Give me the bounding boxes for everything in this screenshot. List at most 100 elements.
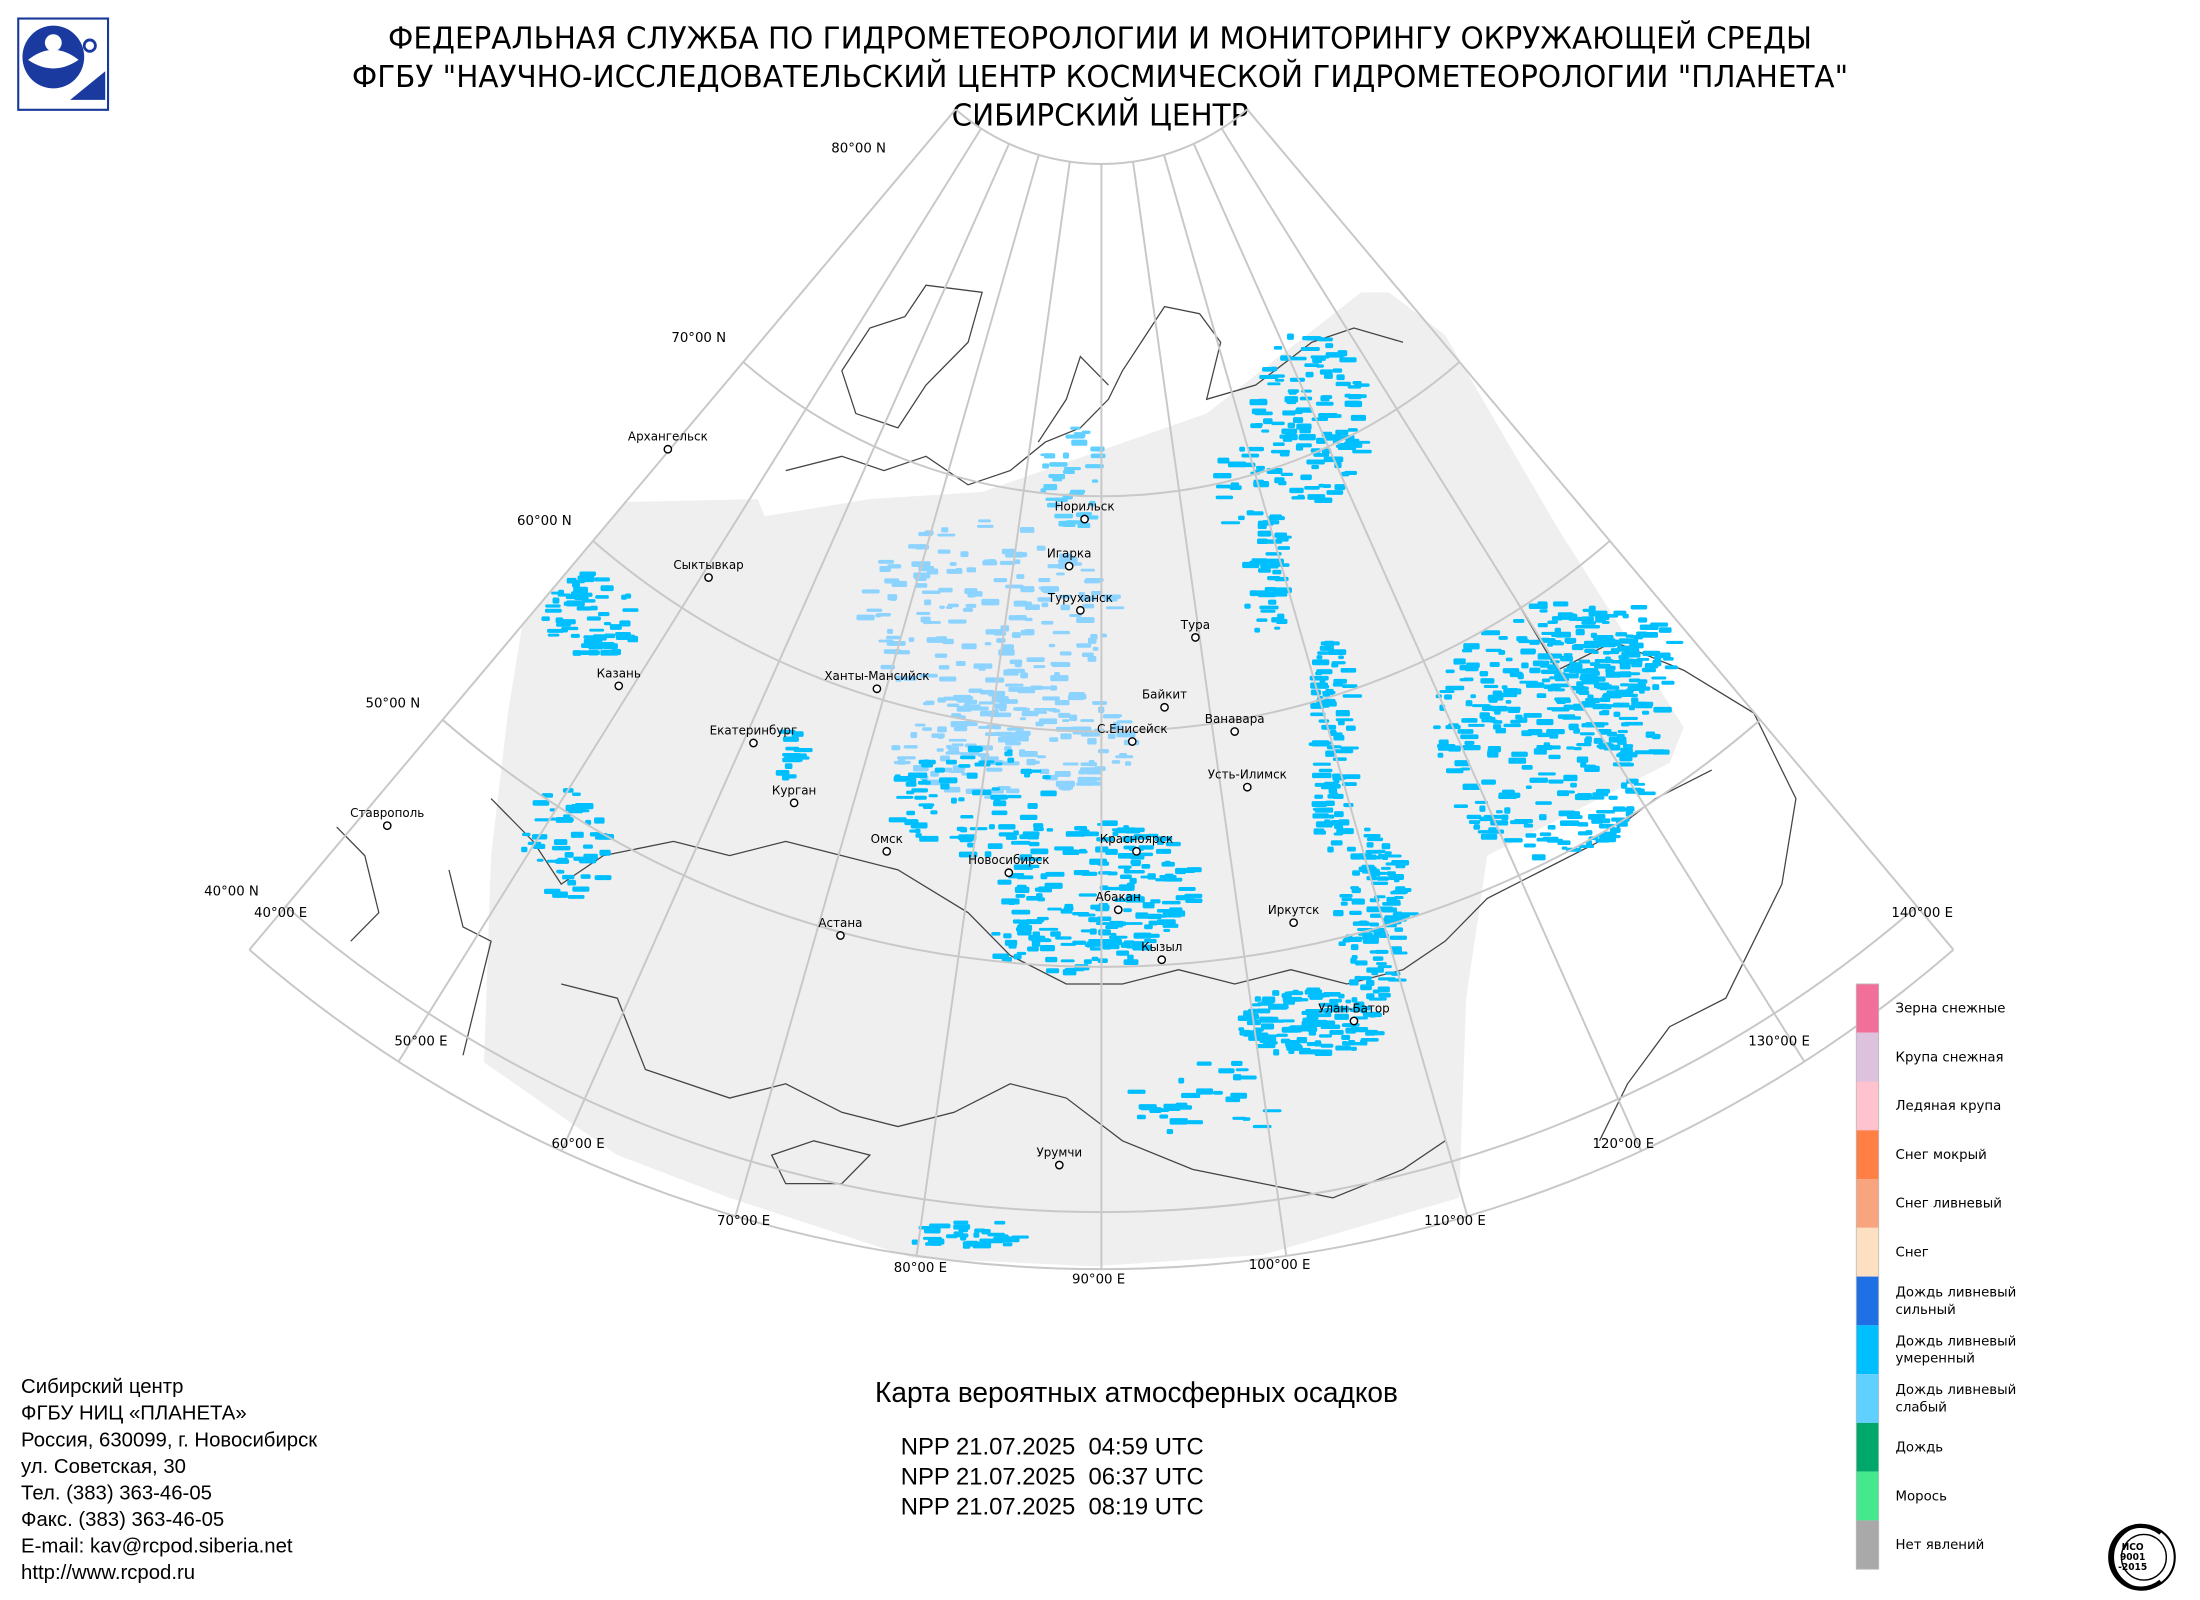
precipitation-cell — [930, 810, 938, 815]
precipitation-cell — [1340, 667, 1357, 673]
precipitation-cell — [1503, 838, 1523, 843]
precipitation-cell — [998, 649, 1015, 656]
precipitation-cell — [1386, 871, 1396, 876]
precipitation-cell — [908, 544, 927, 549]
precipitation-cell — [978, 666, 986, 671]
precipitation-cell — [1076, 782, 1094, 786]
precipitation-cell — [1262, 520, 1280, 525]
precipitation-cell — [914, 828, 921, 834]
precipitation-cell — [1284, 433, 1298, 441]
precipitation-cell — [1020, 686, 1035, 693]
precipitation-cell — [1330, 840, 1343, 846]
precipitation-cell — [1318, 768, 1333, 773]
precipitation-cell — [572, 650, 582, 656]
precipitation-cell — [1364, 827, 1371, 832]
precipitation-cell — [1599, 697, 1611, 703]
precipitation-cell — [905, 781, 917, 787]
precipitation-cell — [1327, 846, 1334, 853]
precipitation-cell — [1511, 751, 1528, 757]
precipitation-cell — [1556, 790, 1570, 797]
precipitation-cell — [1054, 671, 1061, 677]
precipitation-cell — [910, 731, 918, 739]
precipitation-cell — [1007, 794, 1022, 799]
precipitation-cell — [1437, 752, 1444, 758]
precipitation-cell — [1233, 1074, 1242, 1081]
precipitation-cell — [1599, 705, 1609, 709]
precipitation-cell — [1318, 1034, 1333, 1038]
precipitation-cell — [1011, 840, 1031, 845]
precipitation-cell — [1058, 522, 1065, 527]
precipitation-cell — [1235, 1068, 1249, 1072]
precipitation-cell — [1394, 927, 1404, 932]
precipitation-cell — [1123, 908, 1132, 913]
precipitation-cell — [1593, 737, 1604, 744]
precipitation-cell — [567, 879, 577, 886]
precipitation-cell — [1165, 841, 1181, 847]
precipitation-cell — [1091, 590, 1103, 596]
precipitation-cell — [866, 608, 883, 612]
precipitation-cell — [915, 583, 928, 588]
precipitation-cell — [1491, 705, 1508, 712]
precipitation-cell — [1082, 603, 1095, 609]
precipitation-cell — [1239, 446, 1246, 452]
precipitation-cell — [1342, 694, 1363, 698]
precipitation-cell — [1080, 568, 1095, 572]
precipitation-cell — [1314, 1013, 1332, 1018]
precipitation-cell — [1350, 1027, 1369, 1033]
precipitation-cell — [1038, 718, 1058, 725]
precipitation-cell — [1011, 909, 1031, 915]
longitude-label: 130°00 E — [1748, 1034, 1810, 1049]
precipitation-cell — [1444, 694, 1453, 700]
legend-swatch — [1856, 1081, 1879, 1131]
precipitation-cell — [1287, 356, 1307, 361]
precipitation-cell — [1588, 605, 1596, 612]
precipitation-cell — [1368, 997, 1387, 1001]
precipitation-cell — [578, 860, 597, 864]
legend-swatch — [1856, 1471, 1879, 1521]
precipitation-cell — [572, 886, 590, 892]
latitude-label: 80°00 N — [831, 141, 886, 156]
precipitation-cell — [1324, 1007, 1333, 1014]
precipitation-cell — [627, 635, 639, 643]
precipitation-cell — [1529, 667, 1541, 674]
precipitation-cell — [1250, 423, 1263, 429]
precipitation-cell — [939, 605, 945, 609]
precipitation-cell — [1140, 875, 1155, 879]
precipitation-cell — [950, 721, 968, 728]
precipitation-cell — [1516, 636, 1528, 642]
precipitation-cell — [1373, 930, 1388, 936]
precipitation-cell — [551, 845, 571, 851]
precipitation-cell — [1529, 777, 1548, 783]
precipitation-cell — [878, 559, 895, 564]
precipitation-cell — [1256, 1043, 1276, 1049]
product-info: Карта вероятных атмосферных осадков NPP … — [875, 1376, 1398, 1521]
precipitation-cell — [1319, 830, 1327, 835]
precipitation-cell — [1060, 604, 1071, 611]
precipitation-cell — [935, 636, 947, 642]
precipitation-cell — [1062, 470, 1075, 475]
precipitation-cell — [1312, 762, 1331, 766]
legend-label: Дождь ливневый — [1896, 1383, 2017, 1398]
legend-swatch — [1856, 1032, 1879, 1082]
precipitation-cell — [603, 622, 612, 626]
precipitation-cell — [891, 580, 908, 587]
precipitation-cell — [1504, 807, 1511, 814]
precipitation-cell — [1336, 374, 1345, 381]
precipitation-cell — [1008, 686, 1020, 692]
precipitation-cell — [1052, 630, 1071, 635]
precipitation-cell — [1355, 960, 1368, 966]
precipitation-cell — [1568, 725, 1576, 731]
precipitation-cell — [1088, 759, 1095, 765]
precipitation-cell — [1023, 773, 1031, 778]
boundary-line — [841, 284, 983, 429]
precipitation-cell — [966, 567, 977, 573]
precipitation-cell — [886, 635, 902, 640]
precipitation-cell — [1257, 568, 1271, 573]
precipitation-cell — [1111, 828, 1132, 832]
precipitation-cell — [1087, 655, 1097, 662]
precipitation-cell — [1468, 723, 1485, 727]
precipitation-cell — [1331, 784, 1341, 789]
precipitation-cell — [1563, 653, 1573, 657]
precipitation-cell — [1337, 350, 1348, 357]
precipitation-cell — [1335, 710, 1350, 717]
